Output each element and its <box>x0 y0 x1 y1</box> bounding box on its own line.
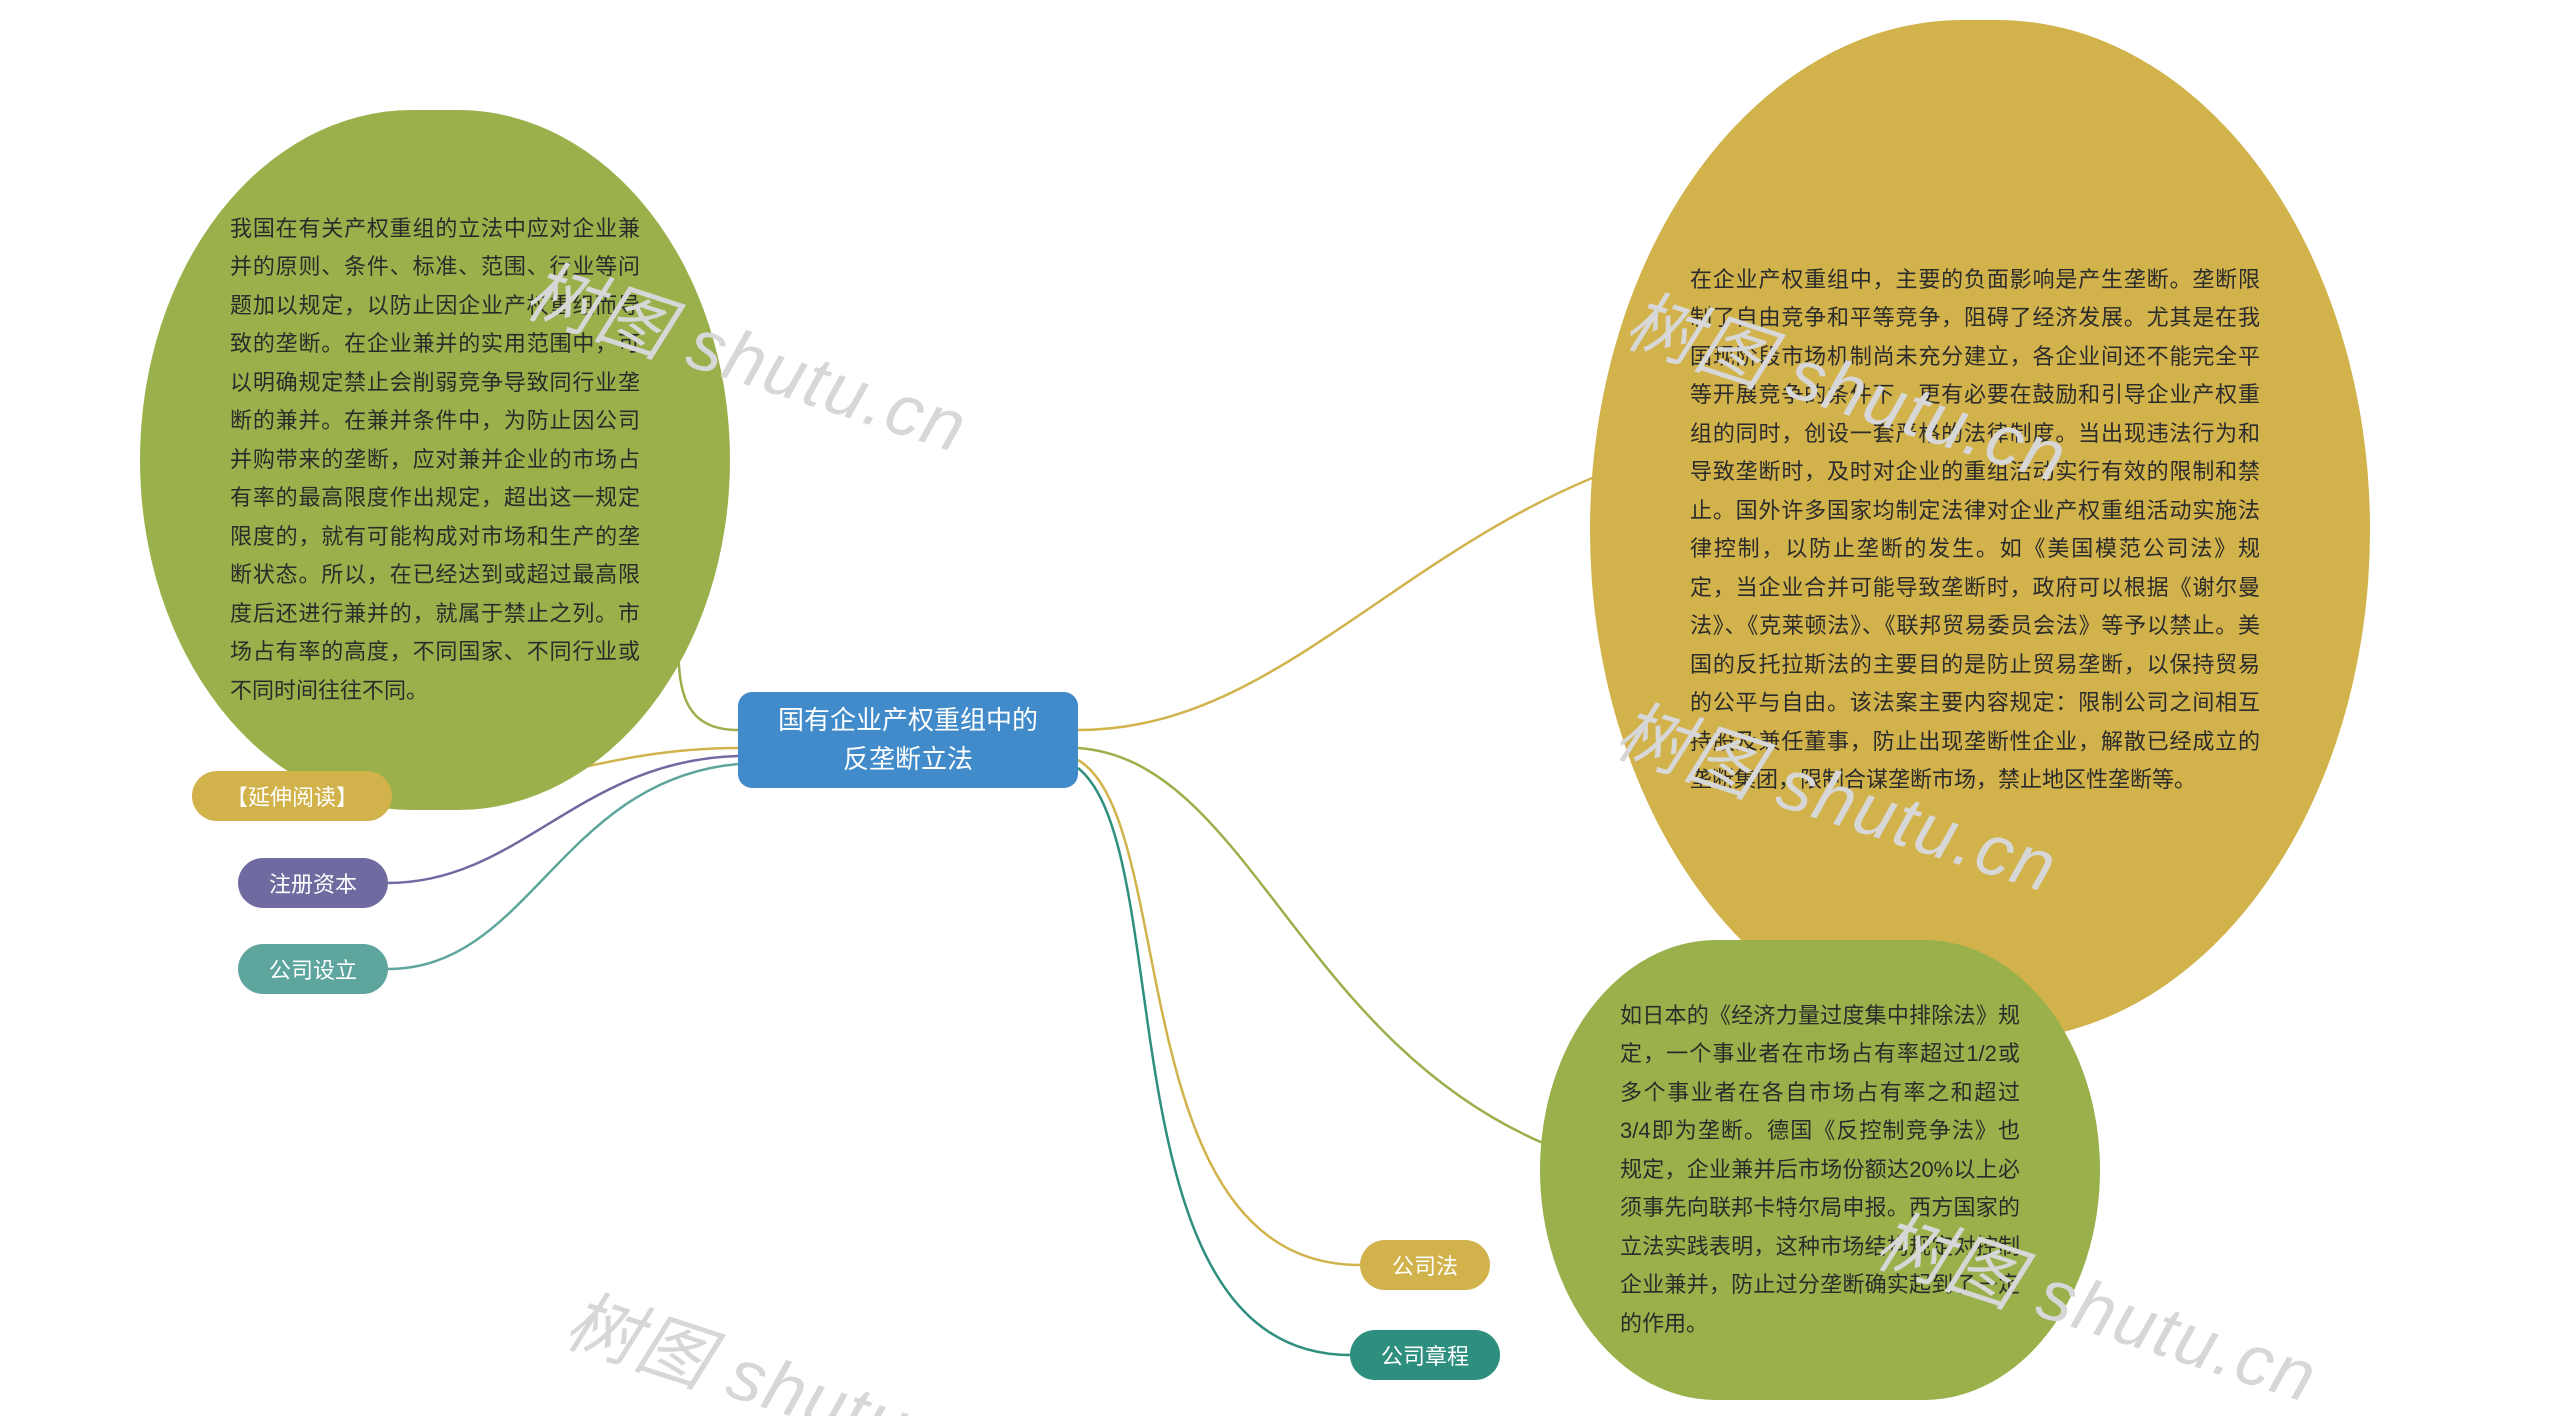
edge <box>1078 760 1360 1265</box>
root-label: 国有企业产权重组中的反垄断立法 <box>766 701 1050 779</box>
watermark: 树图 shutu.cn <box>555 1262 1023 1416</box>
node-topleft-bubble[interactable]: 我国在有关产权重组的立法中应对企业兼并的原则、条件、标准、范围、行业等问题加以规… <box>140 110 730 810</box>
node-text: 如日本的《经济力量过度集中排除法》规定，一个事业者在市场占有率超过1/2或多个事… <box>1620 997 2020 1344</box>
edge <box>1078 748 1560 1150</box>
node-text: 我国在有关产权重组的立法中应对企业兼并的原则、条件、标准、范围、行业等问题加以规… <box>230 210 640 711</box>
pill-yanshen[interactable]: 【延伸阅读】 <box>192 771 392 821</box>
pill-label: 【延伸阅读】 <box>226 780 358 812</box>
pill-gongsifa[interactable]: 公司法 <box>1360 1240 1490 1290</box>
pill-zhuce[interactable]: 注册资本 <box>238 858 388 908</box>
pill-label: 公司章程 <box>1381 1339 1469 1371</box>
pill-label: 公司设立 <box>269 953 357 985</box>
pill-label: 公司法 <box>1392 1249 1458 1281</box>
node-topright-bubble[interactable]: 在企业产权重组中，主要的负面影响是产生垄断。垄断限制了自由竞争和平等竞争，阻碍了… <box>1590 20 2370 1040</box>
pill-sheli[interactable]: 公司设立 <box>238 944 388 994</box>
root-node[interactable]: 国有企业产权重组中的反垄断立法 <box>738 692 1078 788</box>
edge <box>1078 768 1350 1355</box>
edge <box>1078 460 1640 730</box>
mindmap-canvas: 国有企业产权重组中的反垄断立法 在企业产权重组中，主要的负面影响是产生垄断。垄断… <box>0 0 2560 1416</box>
pill-zhangcheng[interactable]: 公司章程 <box>1350 1330 1500 1380</box>
node-text: 在企业产权重组中，主要的负面影响是产生垄断。垄断限制了自由竞争和平等竞争，阻碍了… <box>1690 261 2260 800</box>
pill-label: 注册资本 <box>269 867 357 899</box>
node-midright-bubble[interactable]: 如日本的《经济力量过度集中排除法》规定，一个事业者在市场占有率超过1/2或多个事… <box>1540 940 2100 1400</box>
